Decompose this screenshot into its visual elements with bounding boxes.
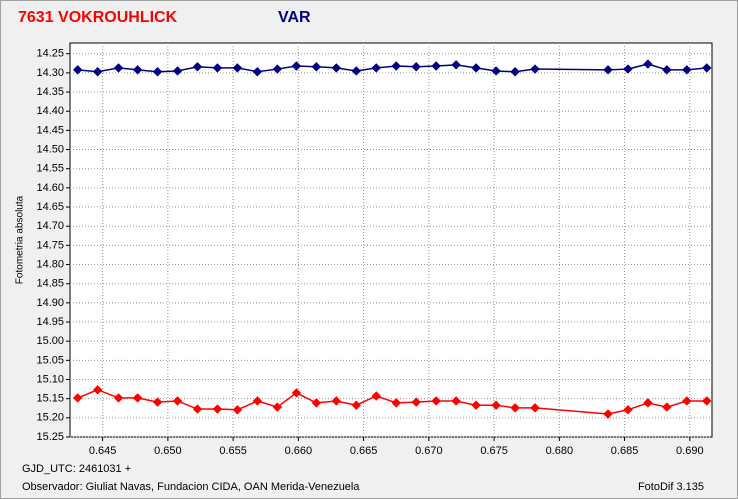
marker — [212, 63, 223, 73]
marker — [623, 64, 633, 74]
marker — [113, 393, 124, 403]
marker — [702, 63, 712, 73]
marker — [491, 66, 501, 76]
y-tick-label: 14.70 — [36, 220, 64, 232]
x-tick-label: 0.655 — [219, 445, 247, 457]
marker — [451, 396, 461, 406]
marker — [291, 388, 302, 398]
marker — [232, 405, 243, 415]
marker — [510, 403, 520, 413]
marker — [92, 67, 103, 77]
marker — [351, 400, 361, 410]
marker — [192, 404, 203, 414]
marker — [603, 65, 613, 75]
marker — [331, 396, 342, 406]
marker — [331, 63, 342, 73]
marker — [431, 61, 441, 71]
footer: Observador: Giuliat Navas, Fundacion CID… — [22, 481, 360, 493]
marker — [311, 398, 322, 408]
marker — [391, 61, 401, 71]
software: FotoDif 3.135 — [638, 481, 704, 493]
x-tick-label: 0.670 — [415, 445, 443, 457]
marker — [132, 65, 143, 75]
x-tick-label: 0.645 — [89, 445, 117, 457]
marker — [351, 66, 361, 76]
marker — [491, 400, 501, 410]
y-tick-label: 14.95 — [36, 316, 64, 328]
marker — [662, 65, 672, 75]
marker — [172, 396, 183, 406]
x-axis-label: GJD_UTC: 2461031 + — [22, 463, 131, 475]
y-tick-label: 15.00 — [36, 335, 64, 347]
marker — [530, 403, 540, 413]
marker — [391, 398, 401, 408]
marker — [72, 393, 83, 403]
marker — [451, 60, 461, 70]
marker — [172, 66, 183, 76]
marker — [643, 398, 653, 408]
marker — [371, 63, 381, 73]
y-tick-label: 14.25 — [36, 48, 64, 60]
y-tick-label: 14.60 — [36, 182, 64, 194]
y-tick-label: 14.35 — [36, 86, 64, 98]
marker — [623, 405, 633, 415]
y-tick-label: 14.90 — [36, 297, 64, 309]
marker — [510, 67, 520, 77]
marker — [662, 402, 672, 412]
y-tick-label: 15.20 — [36, 412, 64, 424]
marker — [643, 59, 653, 69]
y-tick-label: 15.15 — [36, 393, 64, 405]
marker — [311, 62, 322, 72]
legend-entry: VAR — [278, 9, 311, 26]
marker — [411, 62, 421, 72]
y-tick-label: 14.85 — [36, 278, 64, 290]
marker — [272, 64, 283, 74]
marker — [603, 409, 613, 419]
marker — [132, 393, 143, 403]
marker — [152, 67, 163, 77]
marker — [252, 67, 263, 77]
marker — [152, 397, 163, 407]
y-axis-label: Fotometria absoluta — [15, 195, 26, 284]
x-tick-label: 0.680 — [546, 445, 574, 457]
x-tick-label: 0.685 — [611, 445, 639, 457]
marker — [530, 64, 540, 74]
marker — [682, 65, 692, 75]
marker — [471, 400, 481, 410]
y-tick-label: 14.30 — [36, 67, 64, 79]
marker — [702, 396, 712, 406]
marker — [471, 63, 481, 73]
marker — [113, 63, 124, 73]
y-tick-label: 14.80 — [36, 258, 64, 270]
y-tick-label: 15.10 — [36, 373, 64, 385]
y-tick-label: 15.05 — [36, 354, 64, 366]
y-tick-label: 14.65 — [36, 201, 64, 213]
legend-entry: 7631 VOKROUHLICK — [18, 9, 178, 26]
marker — [212, 404, 223, 414]
marker — [682, 396, 692, 406]
y-tick-label: 14.40 — [36, 105, 64, 117]
marker — [92, 385, 103, 395]
x-tick-label: 0.660 — [285, 445, 313, 457]
marker — [411, 397, 421, 407]
y-tick-label: 14.45 — [36, 124, 64, 136]
marker — [291, 61, 302, 71]
marker — [252, 396, 263, 406]
marker — [232, 63, 243, 73]
x-tick-label: 0.665 — [350, 445, 378, 457]
y-tick-label: 15.25 — [36, 431, 64, 443]
marker — [272, 402, 283, 412]
y-tick-label: 14.50 — [36, 143, 64, 155]
x-tick-label: 0.650 — [154, 445, 182, 457]
marker — [192, 62, 203, 72]
y-tick-label: 14.55 — [36, 163, 64, 175]
x-tick-label: 0.690 — [676, 445, 704, 457]
marker — [72, 65, 83, 75]
y-tick-label: 14.75 — [36, 239, 64, 251]
plot-area — [69, 42, 713, 438]
marker — [431, 396, 441, 406]
x-tick-label: 0.675 — [480, 445, 508, 457]
marker — [371, 391, 381, 401]
